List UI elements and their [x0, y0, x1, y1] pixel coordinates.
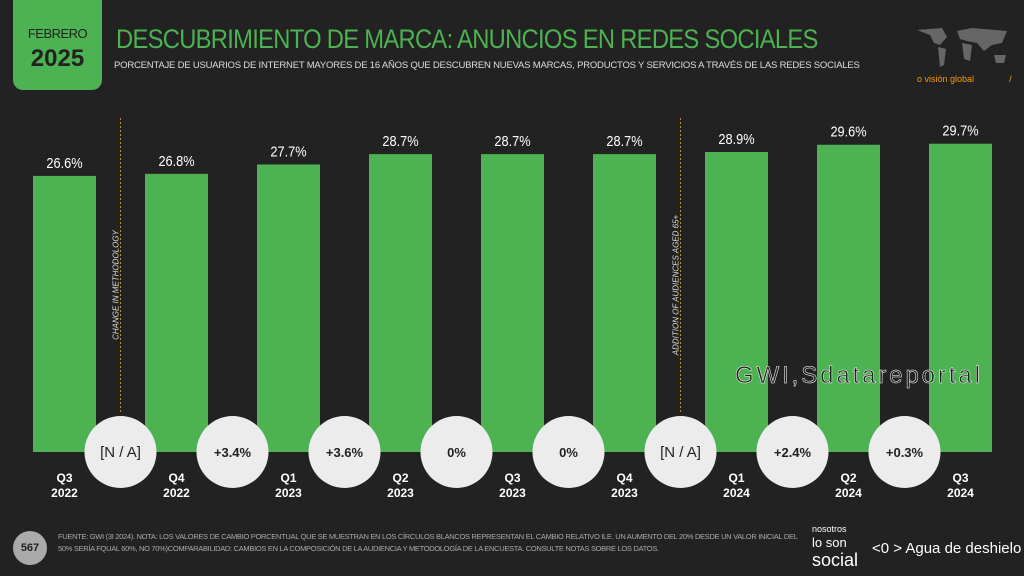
tick-label-year: 2023	[611, 486, 638, 500]
data-label: 29.6%	[830, 123, 866, 140]
date-badge: FEBRERO 2025	[13, 0, 102, 90]
data-label: 26.8%	[158, 152, 194, 169]
tick-label-quarter: Q1	[728, 471, 744, 485]
change-label: 0%	[447, 445, 466, 460]
data-label: 28.7%	[494, 132, 530, 149]
map-label[interactable]: o visión global /	[917, 74, 1012, 85]
data-label: 28.9%	[718, 130, 754, 147]
tick-label-quarter: Q3	[952, 471, 968, 485]
brand-mid: lo son	[812, 535, 847, 550]
change-label: 0%	[559, 445, 578, 460]
tick-label-year: 2023	[275, 486, 302, 500]
change-circle	[532, 416, 605, 488]
annotation-label: ADDITION OF AUDIENCES AGED 65+	[672, 214, 681, 356]
change-circle	[308, 416, 381, 488]
brand-small: nosotros	[812, 524, 847, 534]
tick-label-year: 2022	[51, 486, 78, 500]
tick-label-year: 2024	[723, 486, 750, 500]
data-label: 29.7%	[942, 122, 978, 139]
change-circle	[868, 416, 941, 488]
tick-label-quarter: Q1	[280, 471, 296, 485]
change-circle	[84, 416, 157, 488]
bar	[593, 154, 656, 452]
change-label: [N / A]	[100, 444, 141, 461]
data-label: 27.7%	[270, 142, 306, 159]
data-label: 28.7%	[382, 132, 418, 149]
bar	[929, 143, 992, 453]
tick-label-quarter: Q2	[392, 471, 408, 485]
brand-logo-2: <0 > Agua de deshielo	[872, 540, 1022, 557]
change-label: +2.4%	[774, 445, 812, 460]
brand-big: social	[812, 550, 859, 570]
change-label: +3.4%	[214, 445, 252, 460]
tick-label-quarter: Q3	[504, 471, 520, 485]
tick-label-year: 2024	[947, 486, 974, 500]
tick-label-year: 2023	[387, 486, 414, 500]
tick-label-year: 2022	[163, 486, 190, 500]
change-circle	[196, 416, 269, 488]
bar	[705, 152, 768, 452]
tick-label-quarter: Q3	[56, 471, 72, 485]
bar	[33, 175, 96, 452]
change-label: +3.6%	[326, 445, 364, 460]
bar	[145, 173, 208, 453]
bar	[481, 154, 544, 452]
change-circle	[756, 416, 829, 488]
change-label: +0.3%	[886, 445, 924, 460]
tick-label-quarter: Q4	[168, 471, 184, 485]
tick-label-quarter: Q4	[616, 471, 632, 485]
data-label: 26.6%	[46, 154, 82, 171]
footer-note: FUENTE: GWI (3I 2024). NOTA: LOS VALORES…	[58, 532, 798, 553]
tick-label-quarter: Q2	[840, 471, 856, 485]
month: FEBRERO	[27, 26, 88, 41]
world-map-icon	[917, 28, 1007, 67]
year: 2025	[30, 45, 85, 72]
brand-logo: nosotros lo son social	[812, 524, 858, 570]
bar	[817, 144, 880, 452]
map-label-text: o visión global	[917, 74, 975, 84]
bar	[369, 154, 432, 452]
annotation-label: CHANGE IN METHODOLOGY	[112, 229, 121, 339]
change-circle	[420, 416, 493, 488]
tick-label-year: 2023	[499, 486, 526, 500]
change-circle	[644, 416, 717, 488]
page-title: DESCUBRIMIENTO DE MARCA: ANUNCIOS EN RED…	[116, 24, 818, 54]
map-slash: /	[1009, 74, 1012, 84]
page-subtitle: PORCENTAJE DE USUARIOS DE INTERNET MAYOR…	[114, 60, 860, 71]
data-label: 28.7%	[606, 132, 642, 149]
change-label: [N / A]	[660, 444, 701, 461]
page-number: 567	[13, 531, 47, 565]
tick-label-year: 2024	[835, 486, 862, 500]
bar	[257, 164, 320, 452]
watermark: GWI,Sdatareportal	[735, 362, 980, 389]
